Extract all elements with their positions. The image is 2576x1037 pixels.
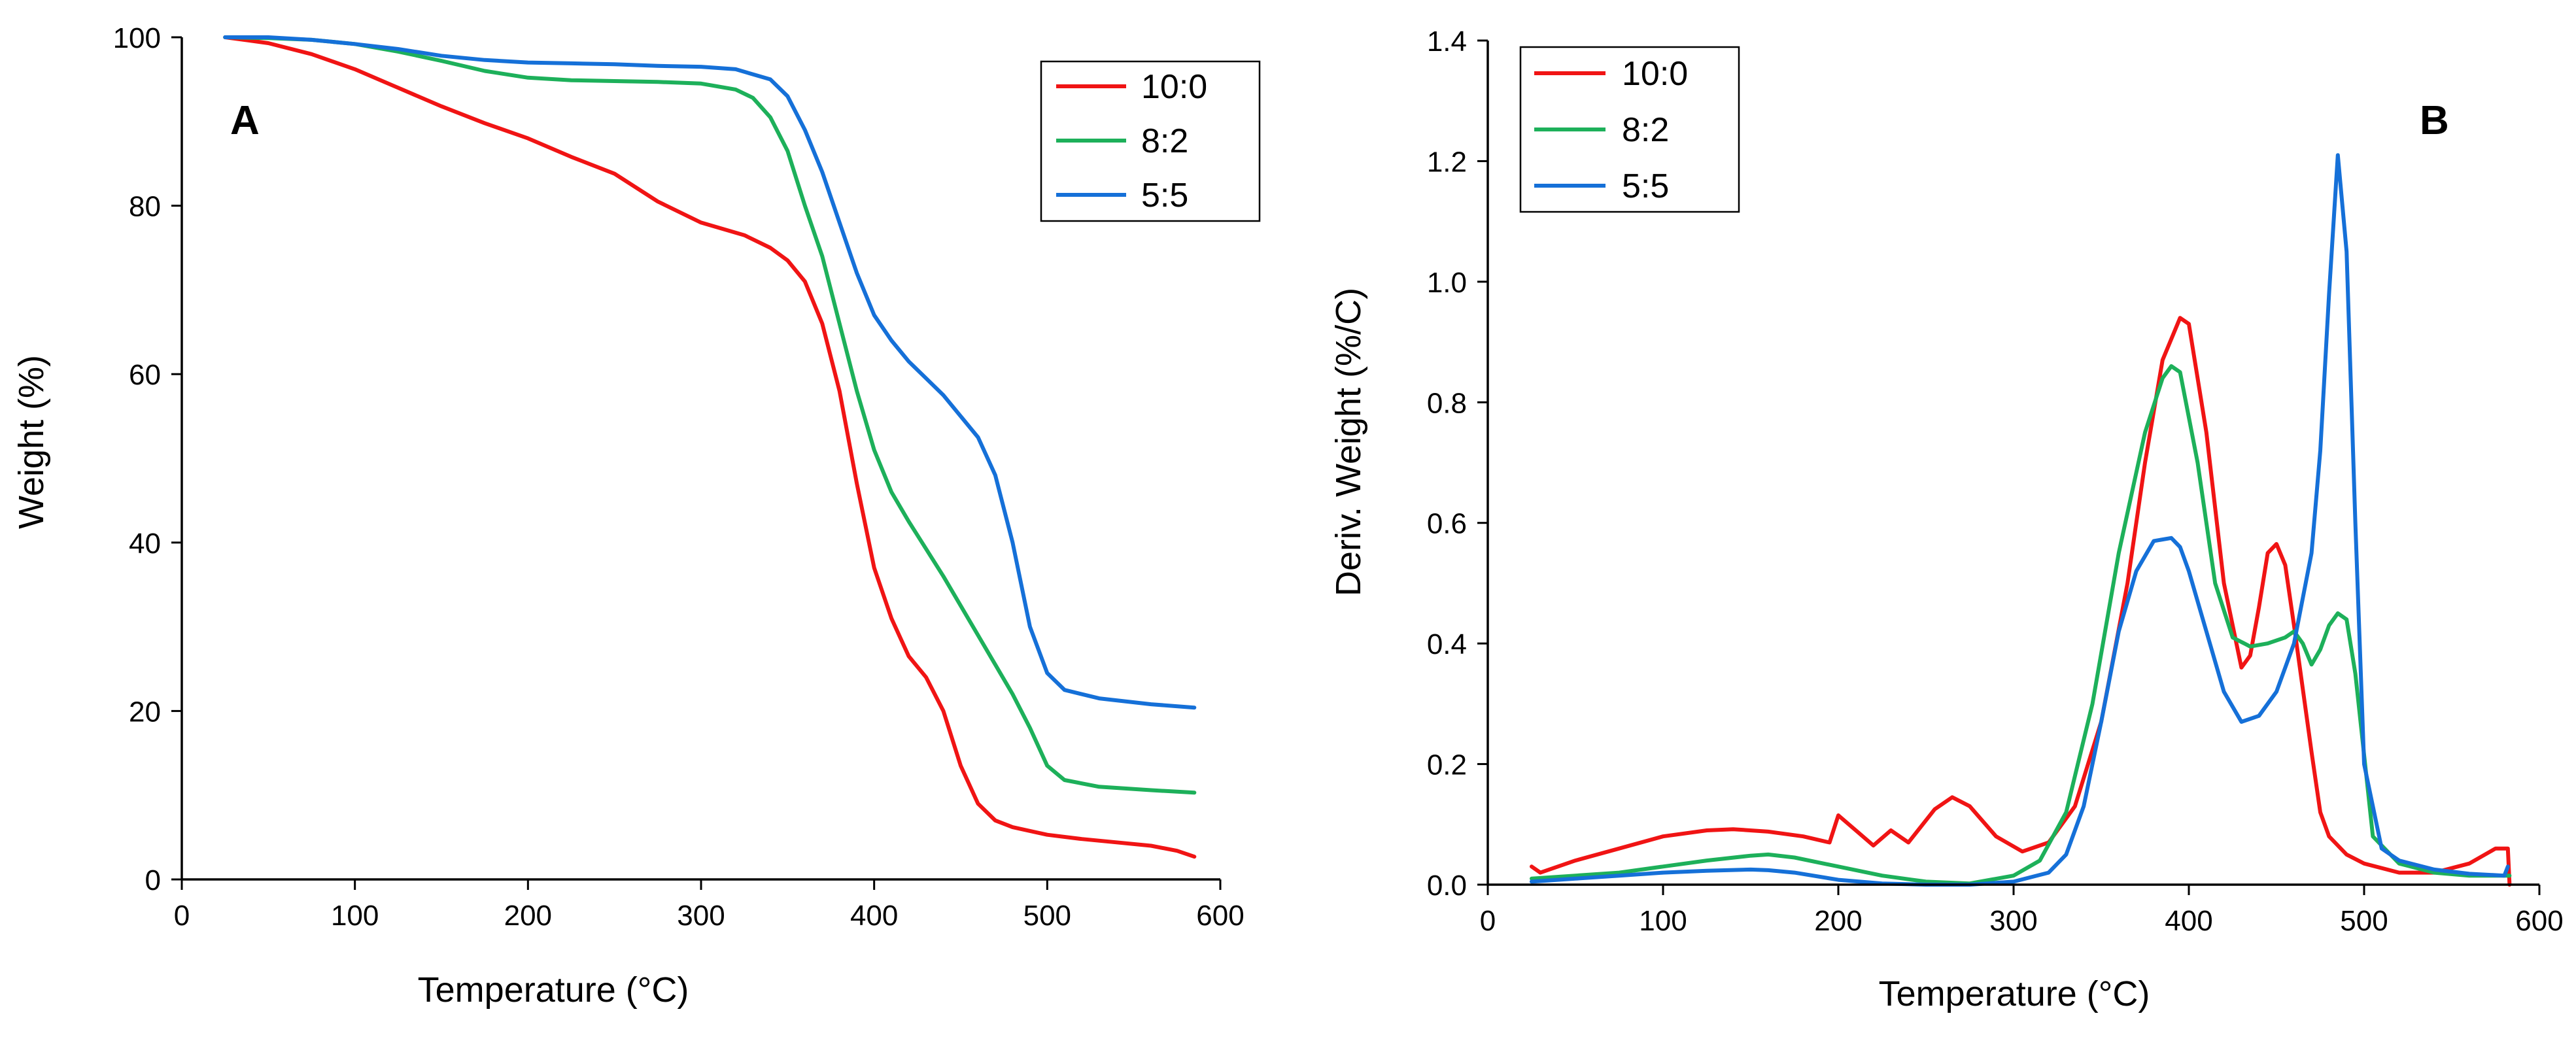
panel-b-y-axis-title: Deriv. Weight (%/C) bbox=[1329, 288, 1368, 596]
panel-b-y-tick-label: 0.6 bbox=[1427, 508, 1467, 540]
panel-a: 0 100 200 300 400 500 600 0 20 40 60 80 100 Temperat… bbox=[12, 22, 1261, 1010]
panel-a-series-group bbox=[223, 35, 1197, 859]
panel-b-x-tick-label: 600 bbox=[2515, 905, 2563, 937]
panel-a-axes: 0 100 200 300 400 500 600 0 20 40 60 80 100 bbox=[113, 22, 1245, 932]
panel-a-y-tick-label: 80 bbox=[129, 191, 161, 223]
panel-b-series-group bbox=[1530, 153, 2512, 887]
panel-a-x-tick-label: 500 bbox=[1023, 900, 1071, 932]
panel-a-x-tick-label: 400 bbox=[850, 900, 898, 932]
panel-a-x-tick-label: 300 bbox=[677, 900, 725, 932]
panel-a-series-8-2-line bbox=[223, 35, 1197, 795]
panel-a-x-tick-label: 0 bbox=[174, 900, 190, 932]
panel-b-y-tick-label: 1.4 bbox=[1427, 26, 1467, 58]
panel-a-y-tick-label: 40 bbox=[129, 528, 161, 560]
panel-b-y-tick-label: 0.0 bbox=[1427, 870, 1467, 902]
panel-a-series-10-0-line bbox=[223, 35, 1197, 859]
panel-a-legend: 10:0 8:2 5:5 bbox=[1040, 60, 1261, 222]
panel-b-x-tick-label: 100 bbox=[1639, 905, 1687, 937]
panel-a-legend-label-8-2: 8:2 bbox=[1141, 122, 1188, 160]
panel-b-y-tick-label: 1.0 bbox=[1427, 267, 1467, 299]
panel-b-label: B bbox=[2420, 98, 2449, 143]
panel-b-y-tick-label: 0.2 bbox=[1427, 749, 1467, 781]
panel-b-x-tick-label: 0 bbox=[1480, 905, 1496, 937]
panel-b-legend-label-5-5: 5:5 bbox=[1622, 167, 1669, 205]
panel-a-legend-label-10-0: 10:0 bbox=[1141, 68, 1207, 106]
panel-b-x-axis-title: Temperature (°C) bbox=[1879, 974, 2150, 1013]
panel-b-x-tick-label: 300 bbox=[1989, 905, 2037, 937]
panel-b-series-10-0-line bbox=[1530, 316, 2512, 887]
panel-a-x-tick-label: 600 bbox=[1196, 900, 1244, 932]
panel-b-x-tick-label: 400 bbox=[2165, 905, 2212, 937]
panel-b-y-tick-label: 1.2 bbox=[1427, 146, 1467, 178]
panel-a-x-axis-title: Temperature (°C) bbox=[418, 970, 689, 1010]
panel-b-legend-label-8-2: 8:2 bbox=[1622, 111, 1669, 149]
panel-a-y-tick-label: 100 bbox=[113, 22, 161, 54]
panel-a-x-tick-label: 200 bbox=[504, 900, 552, 932]
panel-b: 0 100 200 300 400 500 600 0.0 0.2 0.4 0.6 0.8 1.0 1.2… bbox=[1329, 26, 2564, 1013]
panel-a-label: A bbox=[230, 98, 260, 143]
panel-b-axes: 0 100 200 300 400 500 600 0.0 0.2 0.4 0.6 0.8 1.0 1.2… bbox=[1427, 26, 2564, 937]
panel-b-series-5-5-line bbox=[1530, 153, 2510, 887]
panel-a-series-5-5-line bbox=[223, 35, 1197, 710]
panel-b-legend: 10:0 8:2 5:5 bbox=[1519, 46, 1740, 213]
panel-b-y-tick-label: 0.4 bbox=[1427, 628, 1467, 660]
panel-a-y-axis-title: Weight (%) bbox=[12, 355, 51, 529]
panel-a-y-tick-label: 20 bbox=[129, 696, 161, 728]
panel-b-y-tick-label: 0.8 bbox=[1427, 387, 1467, 419]
panel-a-legend-label-5-5: 5:5 bbox=[1141, 177, 1188, 214]
panel-a-x-tick-label: 100 bbox=[331, 900, 379, 932]
panel-a-y-tick-label: 0 bbox=[145, 864, 161, 896]
panel-b-legend-label-10-0: 10:0 bbox=[1622, 55, 1688, 93]
panel-a-y-tick-label: 60 bbox=[129, 359, 161, 391]
panel-b-x-tick-label: 500 bbox=[2340, 905, 2388, 937]
panel-b-x-tick-label: 200 bbox=[1814, 905, 1862, 937]
panel-b-series-8-2-line bbox=[1530, 364, 2512, 886]
